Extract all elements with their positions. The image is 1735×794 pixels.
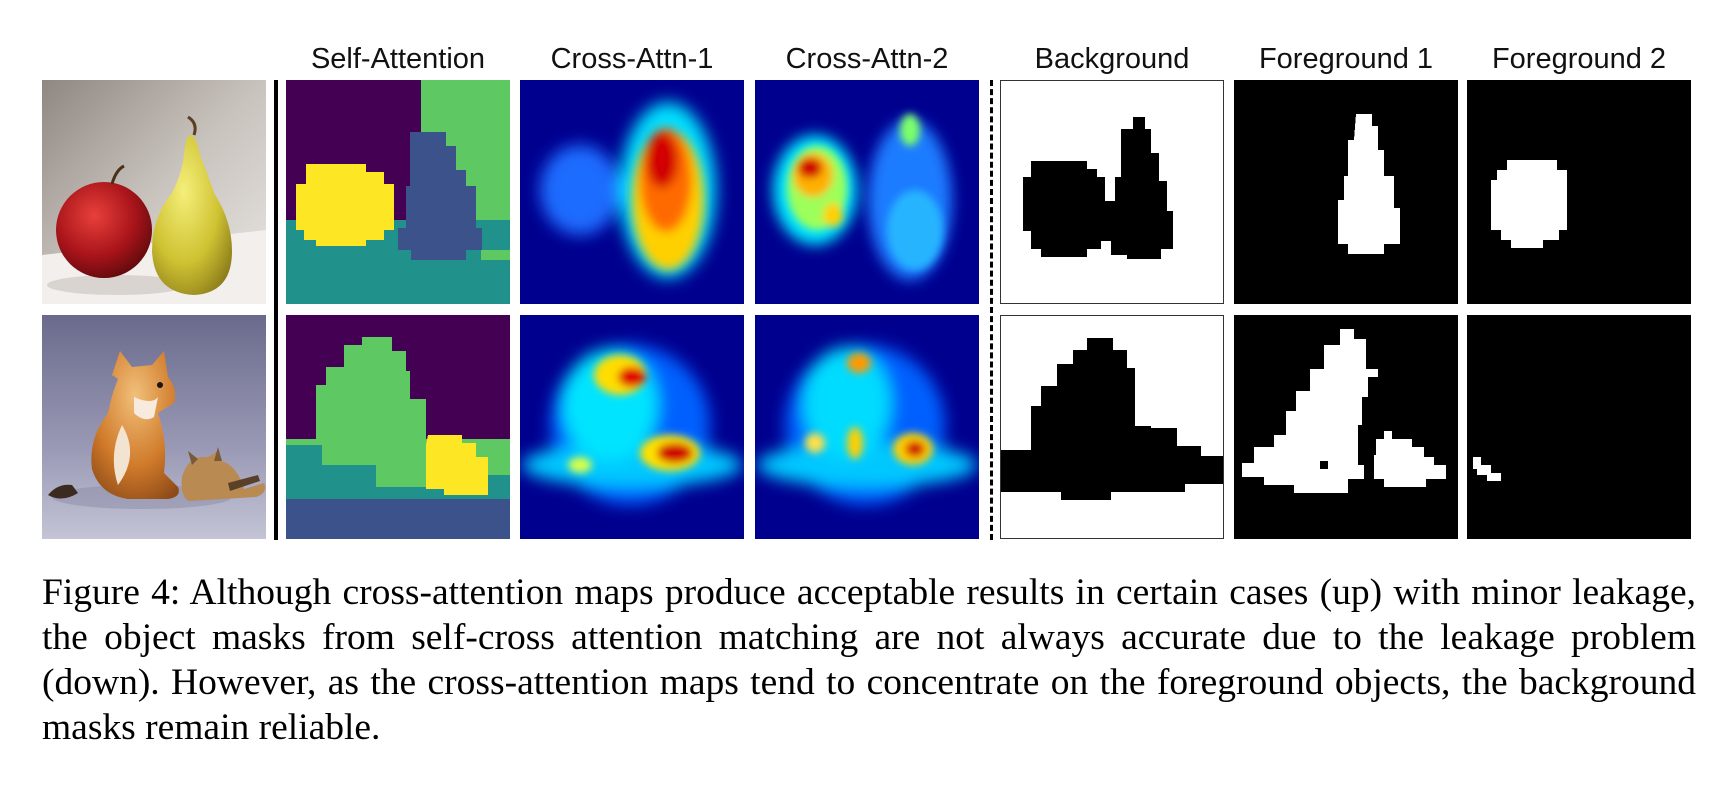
apple-pear-photo bbox=[42, 80, 266, 304]
row1-self-attention-map bbox=[286, 80, 510, 304]
background-mask bbox=[1001, 81, 1223, 303]
foreground-1-mask bbox=[1234, 315, 1458, 539]
row2-self-attention-map bbox=[286, 315, 510, 539]
foreground-1-mask bbox=[1234, 80, 1458, 304]
figure-caption-text: Figure 4: Although cross-attention maps … bbox=[42, 572, 1696, 748]
cross-attention-heatmap-1 bbox=[520, 80, 744, 304]
row2-cross-attn-2-map bbox=[755, 315, 979, 539]
cross-attention-heatmap-2 bbox=[755, 315, 979, 539]
column-header-background: Background bbox=[1034, 43, 1190, 75]
row1-foreground-2-mask bbox=[1467, 80, 1691, 304]
row2-foreground-1-mask bbox=[1234, 315, 1458, 539]
self-attention-segmentation bbox=[286, 80, 510, 304]
cross-attention-heatmap-1 bbox=[520, 315, 744, 539]
self-attention-segmentation bbox=[286, 315, 510, 539]
column-header-cross-attn-2: Cross-Attn-2 bbox=[785, 43, 949, 75]
cross-attention-heatmap-2 bbox=[755, 80, 979, 304]
foreground-2-mask bbox=[1467, 80, 1691, 304]
row1-background-mask bbox=[1000, 80, 1224, 304]
row2-cross-attn-1-map bbox=[520, 315, 744, 539]
figure-caption: Figure 4: Although cross-attention maps … bbox=[42, 570, 1696, 750]
column-header-foreground-1: Foreground 1 bbox=[1258, 43, 1434, 75]
row1-cross-attn-1-map bbox=[520, 80, 744, 304]
row1-input-image bbox=[42, 80, 266, 304]
input-divider-line bbox=[274, 80, 278, 540]
row2-foreground-2-mask bbox=[1467, 315, 1691, 539]
background-mask bbox=[1001, 316, 1223, 538]
row2-background-mask bbox=[1000, 315, 1224, 539]
column-header-cross-attn-1: Cross-Attn-1 bbox=[550, 43, 714, 75]
row1-foreground-1-mask bbox=[1234, 80, 1458, 304]
dog-cat-photo bbox=[42, 315, 266, 539]
foreground-2-mask bbox=[1467, 315, 1691, 539]
row2-input-image bbox=[42, 315, 266, 539]
column-header-self-attention: Self-Attention bbox=[310, 43, 486, 75]
row1-cross-attn-2-map bbox=[755, 80, 979, 304]
mask-divider-line bbox=[990, 80, 993, 540]
column-header-foreground-2: Foreground 2 bbox=[1491, 43, 1667, 75]
